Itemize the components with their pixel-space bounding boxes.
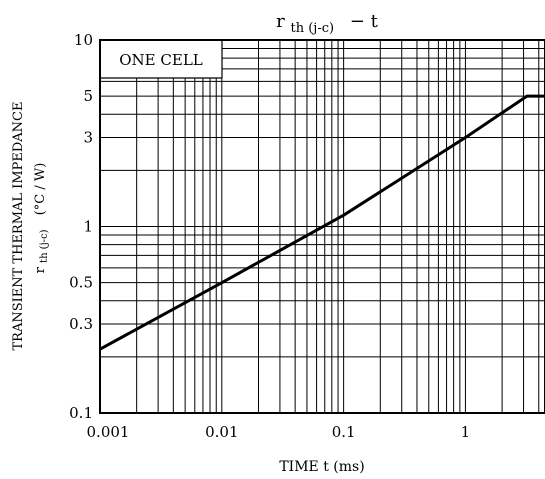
y-axis-label-line2: r th (j-c) (°C / W)	[33, 163, 51, 274]
y-tick-label: 1	[83, 218, 93, 236]
x-tick-label: 0.01	[205, 423, 238, 441]
y-tick-label: 0.5	[69, 274, 93, 292]
plot-grid	[100, 40, 545, 413]
x-tick-label: 1	[461, 423, 471, 441]
annotation-text: ONE CELL	[119, 51, 203, 69]
y-axis-label-line1: TRANSIENT THERMAL IMPEDANCE	[11, 102, 26, 351]
y-tick-label: 0.1	[69, 404, 93, 422]
chart-title: r th (j-c) − t	[276, 11, 378, 37]
annotation-background	[101, 41, 222, 78]
series-line	[99, 94, 545, 351]
y-tick-label: 0.3	[69, 315, 93, 333]
x-axis-label: TIME t (ms)	[279, 459, 364, 475]
x-tick-label: 0.001	[87, 423, 130, 441]
y-tick-label: 5	[83, 87, 93, 105]
x-tick-label: 0.1	[332, 423, 356, 441]
y-tick-label: 3	[83, 129, 93, 147]
annotation-box: ONE CELL	[100, 40, 223, 79]
y-axis-label: TRANSIENT THERMAL IMPEDANCE r th (j-c) (…	[11, 102, 51, 351]
tick-labels: 0.001 0.01 0.1 1 10 5 3 1 0.5 0.3 0.1	[69, 31, 470, 441]
y-tick-label: 10	[74, 31, 93, 49]
plot-frame	[99, 39, 545, 414]
